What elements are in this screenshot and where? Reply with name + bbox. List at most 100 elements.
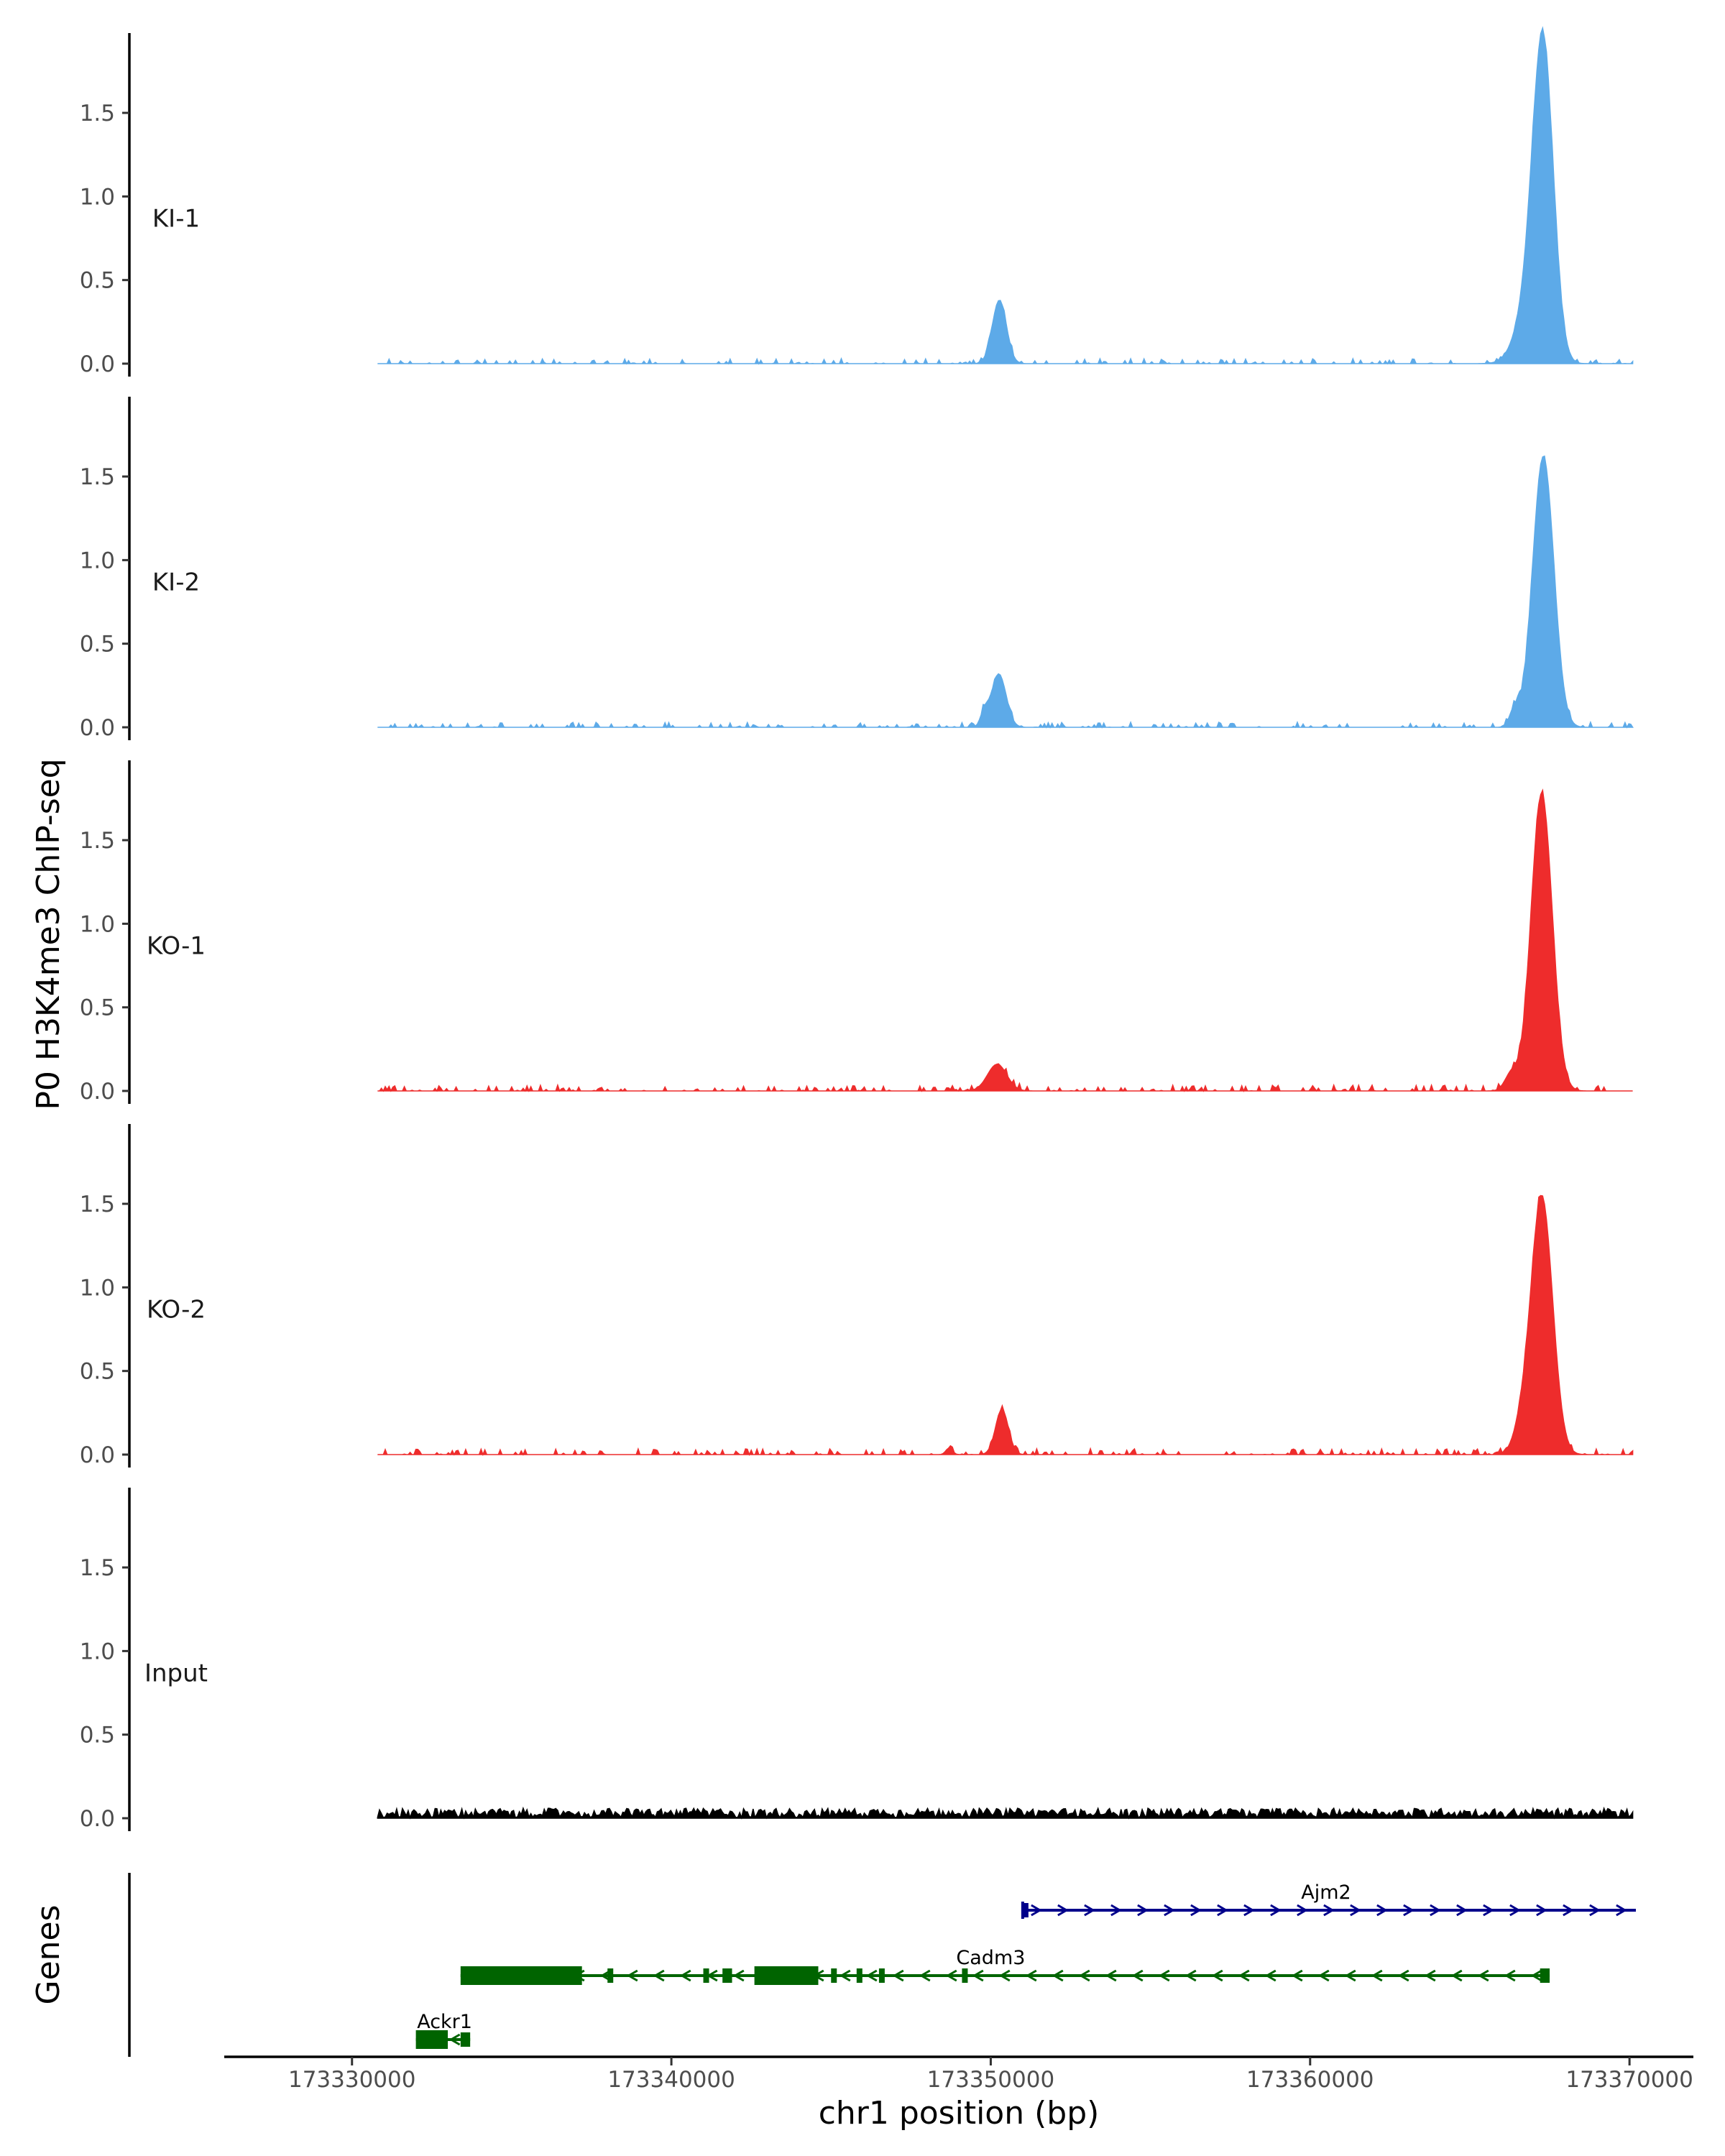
signal-area-ki-2 [377,455,1634,729]
exon [856,1968,862,1983]
y-tick-label: 1.5 [80,101,115,126]
exon [831,1968,837,1983]
exon [722,1968,732,1983]
gene-cadm3: Cadm3 [460,1947,1550,1985]
signal-area-input [377,1806,1634,1820]
strand-arrow [865,1969,878,1982]
strand-arrow [1110,1904,1122,1917]
track-ki-1: 0.0 0.5 1.0 1.5 KI-1 [80,26,1634,377]
exon [703,1968,709,1983]
x-tick-label: 173350000 [927,2067,1055,2093]
y-tick-label: 0.5 [80,632,115,658]
x-tick-label: 173360000 [1246,2067,1374,2093]
strand-arrow [1291,1969,1303,1982]
y-axis-title: P0 H3K4me3 ChIP-seq [30,758,67,1110]
track-ko-2: 0.0 0.5 1.0 1.5 KO-2 [80,1124,1634,1468]
track-ki-2: 0.0 0.5 1.0 1.5 KI-2 [80,397,1634,741]
track-label: KI-1 [152,205,200,234]
y-tick-label: 0.0 [80,1079,115,1105]
strand-arrow [1052,1969,1064,1982]
strand-arrow [1317,1969,1330,1982]
strand-arrow [1536,1904,1547,1917]
y-tick-label: 1.5 [80,1555,115,1581]
strand-arrow [839,1969,851,1982]
signal-area-ko-1 [377,788,1633,1093]
strand-arrow [1243,1904,1255,1917]
strand-arrow [1397,1969,1409,1982]
exon [607,1968,614,1983]
strand-arrow [945,1969,957,1982]
y-tick-label: 0.0 [80,351,115,377]
gene-label: Ackr1 [417,2011,472,2033]
strand-arrow [1483,1904,1494,1917]
y-tick-label: 0.0 [80,1806,115,1832]
strand-arrow [1350,1904,1361,1917]
exon [415,2030,448,2049]
exon [460,2032,471,2047]
track-label: KO-2 [147,1296,206,1325]
strand-arrow [1376,1904,1388,1917]
strand-arrow [919,1969,931,1982]
y-tick-label: 1.0 [80,911,115,937]
strand-arrow [1078,1969,1090,1982]
y-tick-label: 1.5 [80,464,115,490]
strand-arrow [679,1969,691,1982]
strand-arrow [1504,1969,1516,1982]
track-label: KO-1 [147,932,206,961]
y-tick-label: 1.5 [80,1192,115,1217]
gene-ajm2: Ajm2 [1021,1881,1637,1919]
track-label: KI-2 [152,568,200,597]
exon [1540,1968,1550,1983]
strand-arrow [1190,1904,1202,1917]
strand-arrow [1164,1904,1175,1917]
strand-arrow [1509,1904,1521,1917]
strand-arrow [1563,1904,1574,1917]
y-tick-label: 0.5 [80,1723,115,1749]
exon [962,1968,968,1983]
strand-arrow [1477,1969,1489,1982]
gene-label: Ajm2 [1301,1881,1351,1904]
strand-arrow [1270,1904,1282,1917]
strand-arrow [1589,1904,1601,1917]
x-axis: 173330000 173340000 173350000 173360000 1733… [224,2055,1693,2093]
y-tick-label: 1.0 [80,548,115,573]
strand-arrow [1131,1969,1144,1982]
genes-layer: Ajm2 Cadm3 Ackr1 [128,1873,1637,2057]
strand-arrow [626,1969,638,1982]
strand-arrow [1105,1969,1117,1982]
strand-arrow [1025,1969,1037,1982]
strand-arrow [1616,1904,1627,1917]
strand-arrow [1057,1904,1069,1917]
x-tick-label: 173340000 [607,2067,735,2093]
y-tick-label: 1.0 [80,1639,115,1664]
strand-arrow [1530,1969,1542,1982]
strand-arrow [1031,1904,1042,1917]
y-tick-label: 1.0 [80,1275,115,1301]
strand-arrow [1217,1904,1228,1917]
track-ko-1: 0.0 0.5 1.0 1.5 KO-1 [80,760,1633,1105]
strand-arrow [1424,1969,1436,1982]
genes-axis-title: Genes [30,1904,67,2004]
strand-arrow [1264,1969,1276,1982]
strand-arrow [1238,1969,1250,1982]
exon [754,1966,819,1985]
strand-arrow [1158,1969,1170,1982]
strand-arrow [732,1969,745,1982]
strand-arrow [1084,1904,1095,1917]
y-tick-label: 0.0 [80,1442,115,1468]
strand-arrow [1344,1969,1356,1982]
exon [1022,1903,1029,1917]
strand-arrow [1403,1904,1414,1917]
x-axis-title: chr1 position (bp) [819,2095,1100,2132]
tracks-layer: 0.0 0.5 1.0 1.5 KI-1 0.0 0.5 1.0 1.5 KI-2 0.0 0.5 1.… [80,26,1634,1832]
strand-arrow [998,1969,1011,1982]
signal-area-ki-1 [377,26,1634,365]
exon [878,1968,885,1983]
strand-arrow [1371,1969,1383,1982]
x-tick-label: 173370000 [1565,2067,1693,2093]
track-label: Input [144,1659,208,1688]
y-tick-label: 1.0 [80,184,115,210]
y-tick-label: 0.0 [80,715,115,741]
strand-arrow [1184,1969,1197,1982]
